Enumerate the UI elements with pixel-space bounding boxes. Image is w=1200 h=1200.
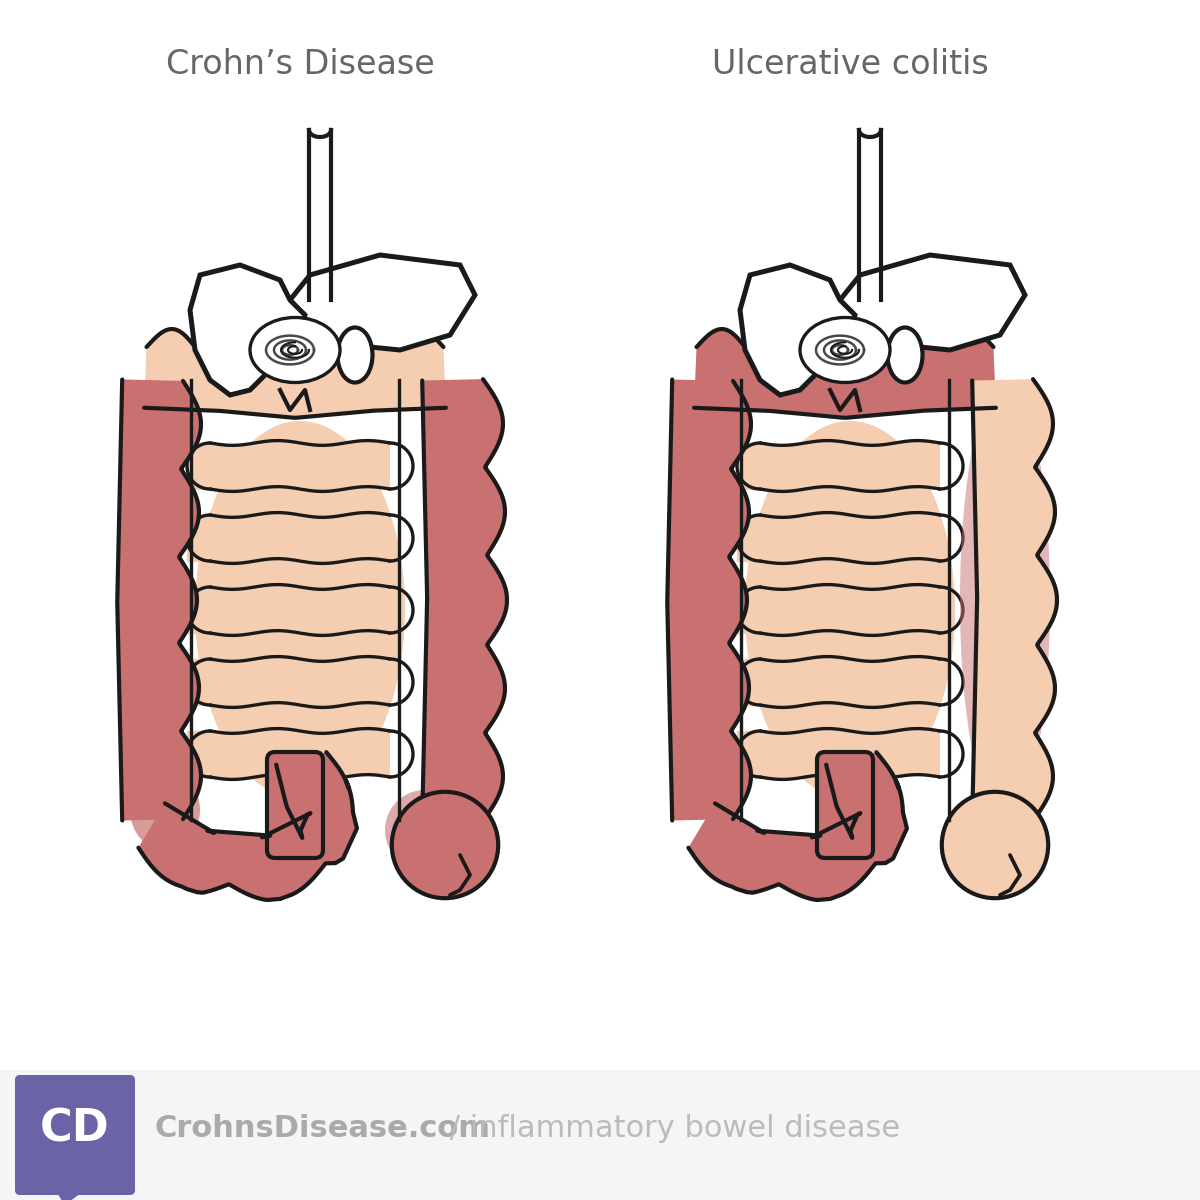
Polygon shape bbox=[750, 314, 840, 365]
Ellipse shape bbox=[250, 318, 340, 383]
Polygon shape bbox=[210, 512, 390, 564]
FancyBboxPatch shape bbox=[14, 1075, 134, 1195]
Ellipse shape bbox=[130, 770, 200, 850]
Ellipse shape bbox=[391, 792, 498, 898]
Polygon shape bbox=[200, 314, 290, 365]
Ellipse shape bbox=[960, 380, 1050, 820]
Text: Ulcerative colitis: Ulcerative colitis bbox=[712, 48, 989, 82]
Polygon shape bbox=[138, 752, 356, 900]
Polygon shape bbox=[144, 329, 446, 418]
Polygon shape bbox=[760, 584, 940, 636]
Polygon shape bbox=[667, 379, 751, 821]
Text: Crohn’s Disease: Crohn’s Disease bbox=[166, 48, 434, 82]
Ellipse shape bbox=[385, 790, 466, 870]
Bar bbox=[0, 1070, 1200, 1200]
Text: CD: CD bbox=[40, 1106, 110, 1150]
Ellipse shape bbox=[888, 328, 923, 383]
Polygon shape bbox=[210, 440, 390, 492]
Polygon shape bbox=[972, 379, 1057, 821]
Polygon shape bbox=[760, 656, 940, 708]
FancyBboxPatch shape bbox=[266, 752, 323, 858]
Polygon shape bbox=[760, 728, 940, 780]
Ellipse shape bbox=[800, 318, 890, 383]
Polygon shape bbox=[210, 728, 390, 780]
Polygon shape bbox=[55, 1190, 85, 1200]
Polygon shape bbox=[118, 379, 200, 821]
Ellipse shape bbox=[337, 328, 372, 383]
FancyBboxPatch shape bbox=[817, 752, 874, 858]
Bar bbox=[859, 130, 881, 300]
Polygon shape bbox=[760, 440, 940, 492]
Text: CrohnsDisease.com: CrohnsDisease.com bbox=[155, 1114, 491, 1142]
Polygon shape bbox=[190, 265, 305, 395]
Polygon shape bbox=[210, 656, 390, 708]
Polygon shape bbox=[740, 265, 854, 395]
Polygon shape bbox=[820, 254, 1025, 350]
Bar bbox=[310, 130, 331, 300]
Polygon shape bbox=[422, 379, 506, 821]
Polygon shape bbox=[760, 512, 940, 564]
Polygon shape bbox=[270, 254, 475, 350]
Polygon shape bbox=[210, 584, 390, 636]
Polygon shape bbox=[694, 329, 996, 418]
Text: / inflammatory bowel disease: / inflammatory bowel disease bbox=[440, 1114, 900, 1142]
Ellipse shape bbox=[194, 421, 406, 799]
Ellipse shape bbox=[942, 792, 1049, 898]
Ellipse shape bbox=[745, 421, 955, 799]
Polygon shape bbox=[689, 752, 907, 900]
